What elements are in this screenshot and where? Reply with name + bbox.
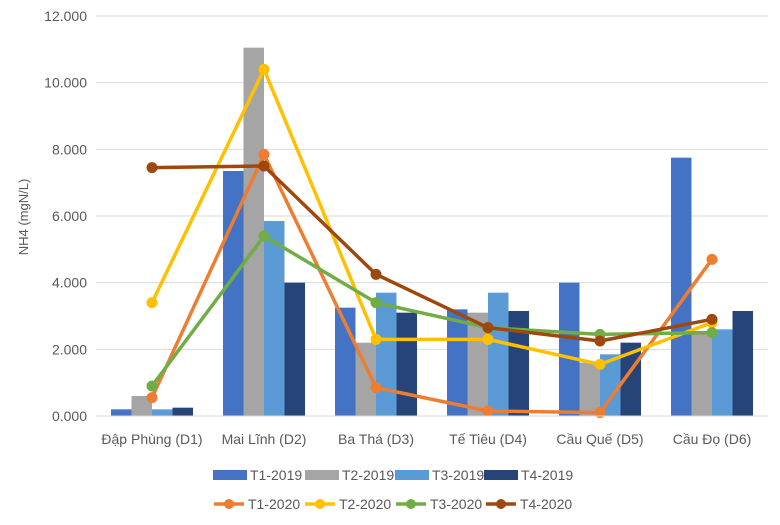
data-point	[146, 380, 158, 392]
bar	[355, 342, 376, 416]
bar	[732, 311, 753, 416]
y-tick-label: 12.000	[44, 8, 87, 24]
legend-swatch	[305, 470, 339, 480]
bar-series	[111, 47, 753, 417]
line-series	[146, 63, 718, 419]
data-point	[370, 382, 382, 394]
data-point	[594, 335, 606, 347]
data-point	[146, 392, 158, 404]
y-tick-label: 2.000	[52, 341, 87, 357]
legend-label: T4-2019	[521, 467, 573, 483]
legend-label: T2-2020	[339, 496, 391, 512]
y-tick-label: 0.000	[52, 408, 87, 424]
legend-label: T1-2020	[248, 496, 300, 512]
data-point	[258, 160, 270, 172]
y-tick-label: 6.000	[52, 208, 87, 224]
legend-swatch	[213, 470, 247, 480]
legend-item: T3-2020	[396, 496, 482, 512]
bar	[488, 292, 509, 416]
legend-label: T3-2020	[430, 496, 482, 512]
x-tick-label: Mai Lĩnh (D2)	[222, 431, 307, 447]
legend-item: T1-2020	[214, 496, 300, 512]
y-axis-title: NH4 (mgN/L)	[16, 179, 31, 256]
bar-series-T3-2019	[152, 221, 733, 416]
y-tick-label: 4.000	[52, 275, 87, 291]
line-series-T1-2020	[146, 148, 718, 419]
legend-marker	[224, 499, 234, 509]
bar	[396, 312, 417, 416]
legend-label: T1-2019	[250, 467, 302, 483]
data-point	[258, 63, 270, 75]
bar-series-T1-2019	[111, 157, 692, 416]
data-point	[370, 333, 382, 345]
x-tick-label: Cầu Quế (D5)	[556, 431, 643, 447]
legend-marker	[496, 499, 506, 509]
bar	[691, 331, 712, 416]
data-point	[482, 333, 494, 345]
data-point	[594, 358, 606, 370]
data-point	[482, 322, 494, 334]
data-point	[370, 268, 382, 280]
x-tick-label: Tế Tiêu (D4)	[449, 431, 527, 447]
x-axis-ticks: Đập Phùng (D1) Mai Lĩnh (D2) Ba Thá (D3) Tế…	[101, 431, 751, 447]
legend-item: T2-2019	[305, 467, 394, 483]
data-point	[706, 253, 718, 265]
data-point	[706, 327, 718, 339]
series-line	[150, 234, 713, 388]
data-point	[146, 297, 158, 309]
data-point	[594, 407, 606, 419]
legend-item: T2-2020	[305, 496, 391, 512]
legend-item: T1-2019	[213, 467, 302, 483]
bar-series-T4-2019	[172, 282, 753, 416]
bar	[447, 309, 468, 416]
legend-label: T3-2019	[432, 467, 484, 483]
bar	[671, 157, 692, 416]
gridlines	[96, 15, 768, 350]
y-tick-label: 8.000	[52, 141, 87, 157]
bar	[264, 221, 285, 416]
data-point	[258, 230, 270, 242]
bar	[508, 311, 529, 416]
data-point	[482, 405, 494, 417]
bar	[243, 47, 264, 417]
legend-item: T4-2019	[484, 467, 573, 483]
data-point	[370, 297, 382, 309]
bar	[111, 409, 132, 416]
bar	[131, 396, 152, 416]
bar	[152, 409, 173, 416]
bar	[712, 329, 733, 416]
legend-item: T3-2019	[395, 467, 484, 483]
data-point	[146, 162, 158, 174]
x-tick-label: Ba Thá (D3)	[338, 431, 414, 447]
x-tick-label: Đập Phùng (D1)	[101, 431, 202, 447]
legend-marker	[406, 499, 416, 509]
legend-swatch	[484, 470, 518, 480]
series-line	[150, 67, 713, 367]
legend-item: T4-2020	[486, 496, 572, 512]
line-series-T2-2020	[146, 63, 718, 370]
line-series-T4-2020	[146, 160, 718, 347]
x-tick-label: Cầu Đọ (D6)	[673, 431, 752, 447]
series-line	[150, 152, 714, 415]
data-point	[706, 313, 718, 325]
bar	[600, 354, 621, 416]
bar	[172, 407, 193, 416]
legend: T1-2019 T2-2019 T3-2019 T4-2019 T1-2020 T2-20…	[213, 467, 573, 512]
bar	[376, 292, 397, 416]
legend-marker	[315, 499, 325, 509]
bar	[579, 362, 600, 416]
bar	[559, 282, 580, 416]
series-line	[151, 164, 713, 343]
data-point	[258, 148, 270, 160]
bar	[284, 282, 305, 416]
y-tick-label: 10.000	[44, 75, 87, 91]
legend-label: T2-2019	[342, 467, 394, 483]
legend-swatch	[395, 470, 429, 480]
y-axis-ticks: 0.000 2.000 4.000 6.000 8.000 10.000 12.000	[44, 8, 87, 424]
legend-label: T4-2020	[520, 496, 572, 512]
